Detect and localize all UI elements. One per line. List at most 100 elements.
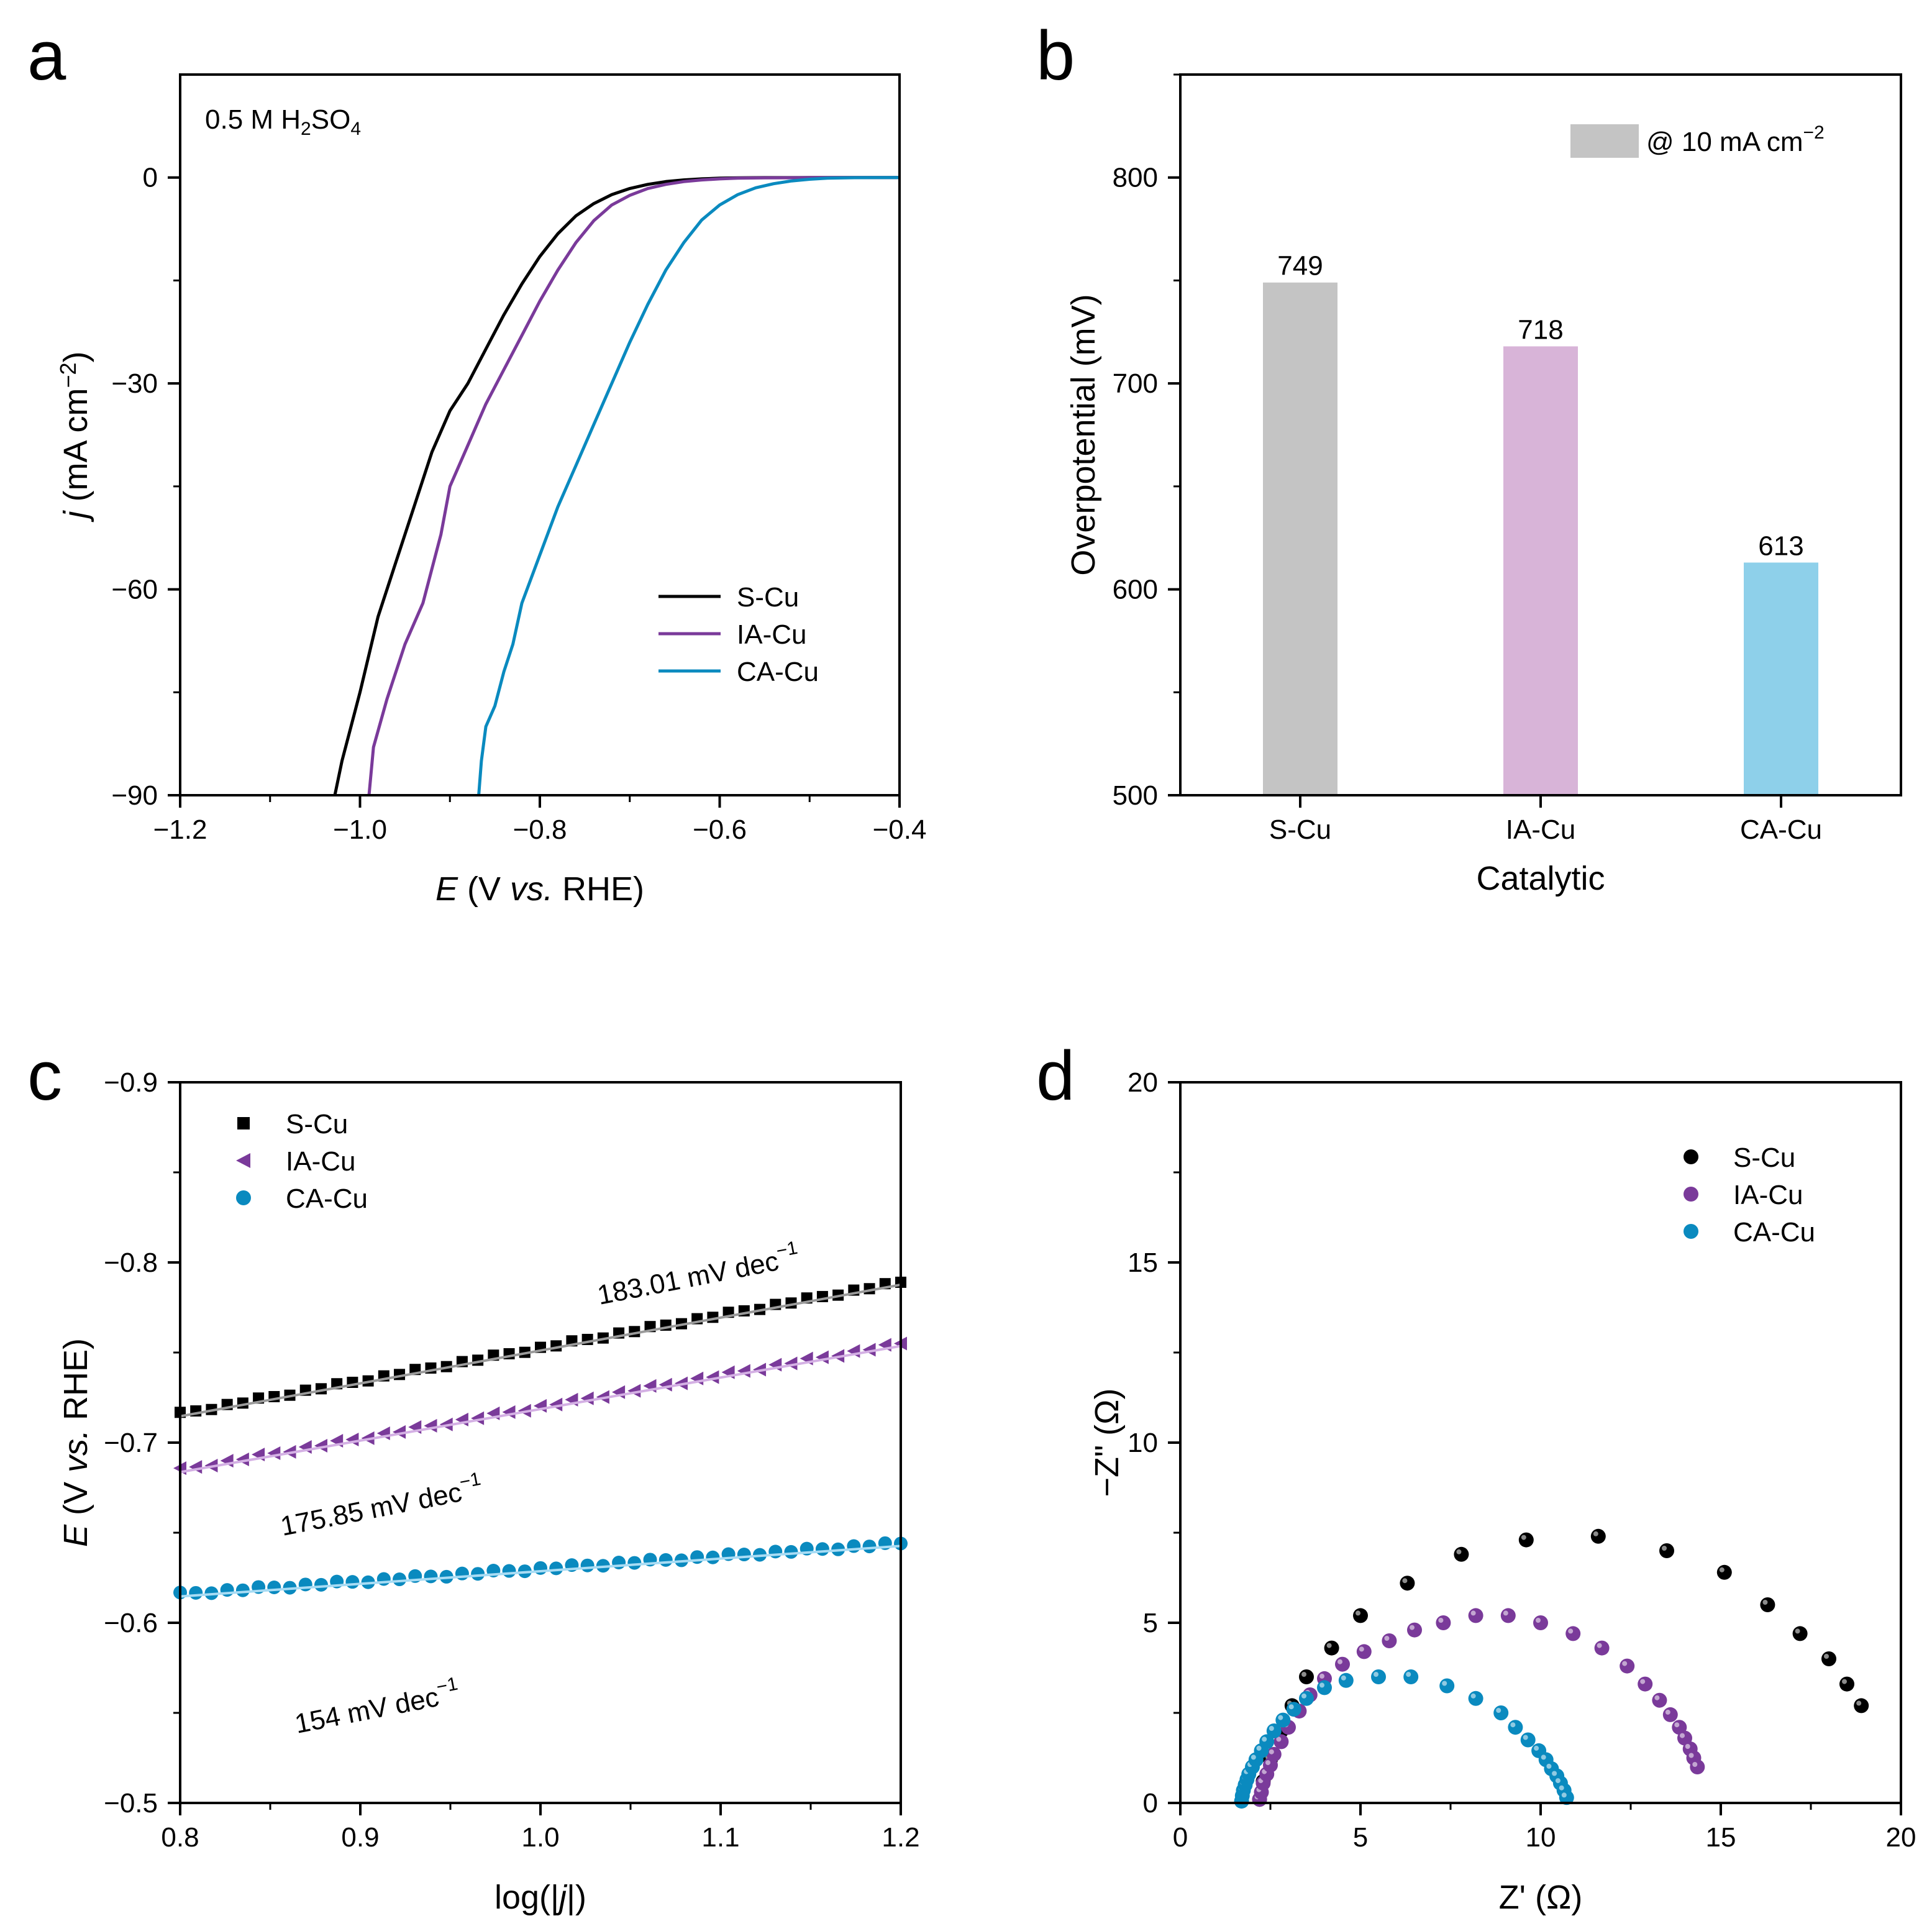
point-ca-cu: [737, 1548, 751, 1562]
fit-line-ca-cu: [180, 1545, 901, 1598]
bar-value-label-ca-cu: 613: [1758, 531, 1803, 561]
point-ca-cu: [627, 1556, 642, 1570]
point-highlight: [1288, 1704, 1294, 1710]
point-highlight: [1521, 1535, 1526, 1540]
panel-b-x-axis-title: Catalytic: [1476, 860, 1605, 897]
point-s-cu: [1299, 1669, 1314, 1684]
point-s-cu: [1792, 1626, 1808, 1641]
point-ia-cu: [267, 1446, 281, 1461]
point-ca-cu: [502, 1564, 516, 1578]
point-ca-cu: [549, 1561, 563, 1576]
bar-value-label-ia-cu: 718: [1518, 314, 1563, 345]
curve-ia-cu: [367, 176, 900, 796]
point-highlight: [1555, 1778, 1561, 1784]
point-highlight: [1685, 1744, 1690, 1749]
legend-label-ca-cu: CA-Cu: [1733, 1217, 1815, 1248]
point-highlight: [1559, 1785, 1564, 1791]
point-highlight: [1795, 1628, 1800, 1634]
point-ia-cu: [235, 1453, 249, 1467]
point-highlight: [1692, 1762, 1698, 1767]
point-ca-cu: [471, 1567, 485, 1581]
bar-ca-cu: [1744, 562, 1818, 795]
curve-s-cu: [333, 176, 900, 796]
point-ia-cu: [1638, 1676, 1653, 1692]
panel-d-series: [1234, 1528, 1869, 1809]
point-highlight: [1319, 1682, 1324, 1688]
x-tick-label-0-8: 0.8: [161, 1822, 199, 1853]
point-ia-cu: [1407, 1622, 1422, 1638]
point-highlight: [1503, 1610, 1508, 1616]
point-highlight: [1337, 1659, 1342, 1664]
x-tick-label-ca-cu: CA-Cu: [1740, 814, 1822, 845]
point-ca-cu: [1439, 1678, 1455, 1694]
point-highlight: [1359, 1646, 1364, 1652]
point-ca-cu: [1493, 1705, 1509, 1720]
panel-letter-c: c: [27, 1037, 62, 1115]
point-ia-cu: [1356, 1644, 1372, 1659]
y-tick-label-20: 20: [1128, 1067, 1158, 1098]
panel-b-x-ticks: S-Cu IA-Cu CA-Cu: [1269, 795, 1822, 845]
y-tick-label-0-5: −0.5: [104, 1788, 158, 1818]
point-ia-cu: [1690, 1759, 1705, 1774]
point-highlight: [1341, 1675, 1346, 1681]
point-ca-cu: [1275, 1712, 1291, 1728]
panel-d-y-ticks: 0 5 10 15 20: [1128, 1067, 1180, 1818]
point-ca-cu: [1371, 1669, 1386, 1684]
point-ca-cu: [424, 1569, 438, 1584]
x-tick-label-1-0: 1.0: [521, 1822, 559, 1853]
point-s-cu: [1590, 1528, 1606, 1544]
x-tick-label-5: 5: [1353, 1822, 1368, 1853]
point-highlight: [1496, 1708, 1501, 1713]
legend-marker-ca-cu: [236, 1190, 251, 1205]
y-tick-label-60: −60: [111, 575, 158, 605]
point-s-cu: [1518, 1532, 1534, 1548]
point-highlight: [1665, 1709, 1670, 1715]
panel-b-legend-label: @ 10 mA cm−2: [1646, 122, 1825, 157]
legend-label-s-cu: S-Cu: [286, 1109, 348, 1139]
point-highlight: [1674, 1722, 1680, 1728]
legend-label-ca-cu: CA-Cu: [286, 1184, 368, 1214]
panel-letter-b: b: [1036, 17, 1075, 94]
slope-label-ia-cu: 175.85 mV dec−1: [277, 1469, 485, 1542]
point-highlight: [1662, 1546, 1667, 1551]
panel-a-legend: S-Cu IA-Cu CA-Cu: [658, 582, 819, 687]
point-ca-cu: [345, 1575, 360, 1589]
y-tick-label-500: 500: [1113, 780, 1158, 811]
point-highlight: [1269, 1749, 1274, 1754]
point-highlight: [1824, 1654, 1829, 1659]
point-highlight: [1568, 1628, 1574, 1634]
point-highlight: [1688, 1753, 1694, 1758]
point-ia-cu: [580, 1391, 594, 1405]
panel-c-legend: S-Cu IA-Cu CA-Cu: [236, 1109, 368, 1214]
point-ca-cu: [862, 1540, 877, 1554]
fit-line-ia-cu: [180, 1344, 901, 1474]
legend-marker-ia-cu: [236, 1153, 250, 1168]
legend-marker-ca-cu: [1684, 1224, 1698, 1239]
legend-label-s-cu: S-Cu: [737, 582, 799, 613]
point-ia-cu: [189, 1460, 203, 1474]
point-ia-cu: [658, 1377, 672, 1392]
legend-label-ia-cu: IA-Cu: [737, 619, 806, 650]
point-ca-cu: [1520, 1732, 1536, 1748]
point-highlight: [1470, 1610, 1476, 1616]
point-highlight: [1410, 1625, 1415, 1630]
point-highlight: [1510, 1722, 1516, 1728]
x-tick-label-0-4: −0.4: [873, 814, 927, 845]
panel-a-y-axis-title: j (mA cm−2): [55, 351, 94, 522]
point-ia-cu: [502, 1405, 516, 1419]
point-ia-cu: [627, 1384, 641, 1398]
legend-label-s-cu: S-Cu: [1733, 1143, 1795, 1173]
y-tick-label-10: 10: [1128, 1428, 1158, 1458]
point-ia-cu: [815, 1350, 829, 1364]
panel-a-x-ticks: −1.2 −1.0 −0.8 −0.6 −0.4: [153, 795, 927, 845]
panel-d: d 0 5 10 15 20 0 5 10 15 20 S-Cu IA-Cu CA-Cu Z' (Ω…: [1036, 1037, 1916, 1916]
panel-a-electrolyte-label: 0.5 M H2SO4: [205, 104, 361, 139]
point-highlight: [1256, 1745, 1262, 1751]
point-highlight: [1523, 1735, 1528, 1740]
point-ca-cu: [314, 1577, 328, 1592]
point-ca-cu: [235, 1583, 250, 1597]
panel-letter-d: d: [1036, 1037, 1075, 1115]
point-ia-cu: [424, 1418, 437, 1433]
x-tick-label-20: 20: [1886, 1822, 1916, 1853]
point-highlight: [1442, 1681, 1447, 1686]
